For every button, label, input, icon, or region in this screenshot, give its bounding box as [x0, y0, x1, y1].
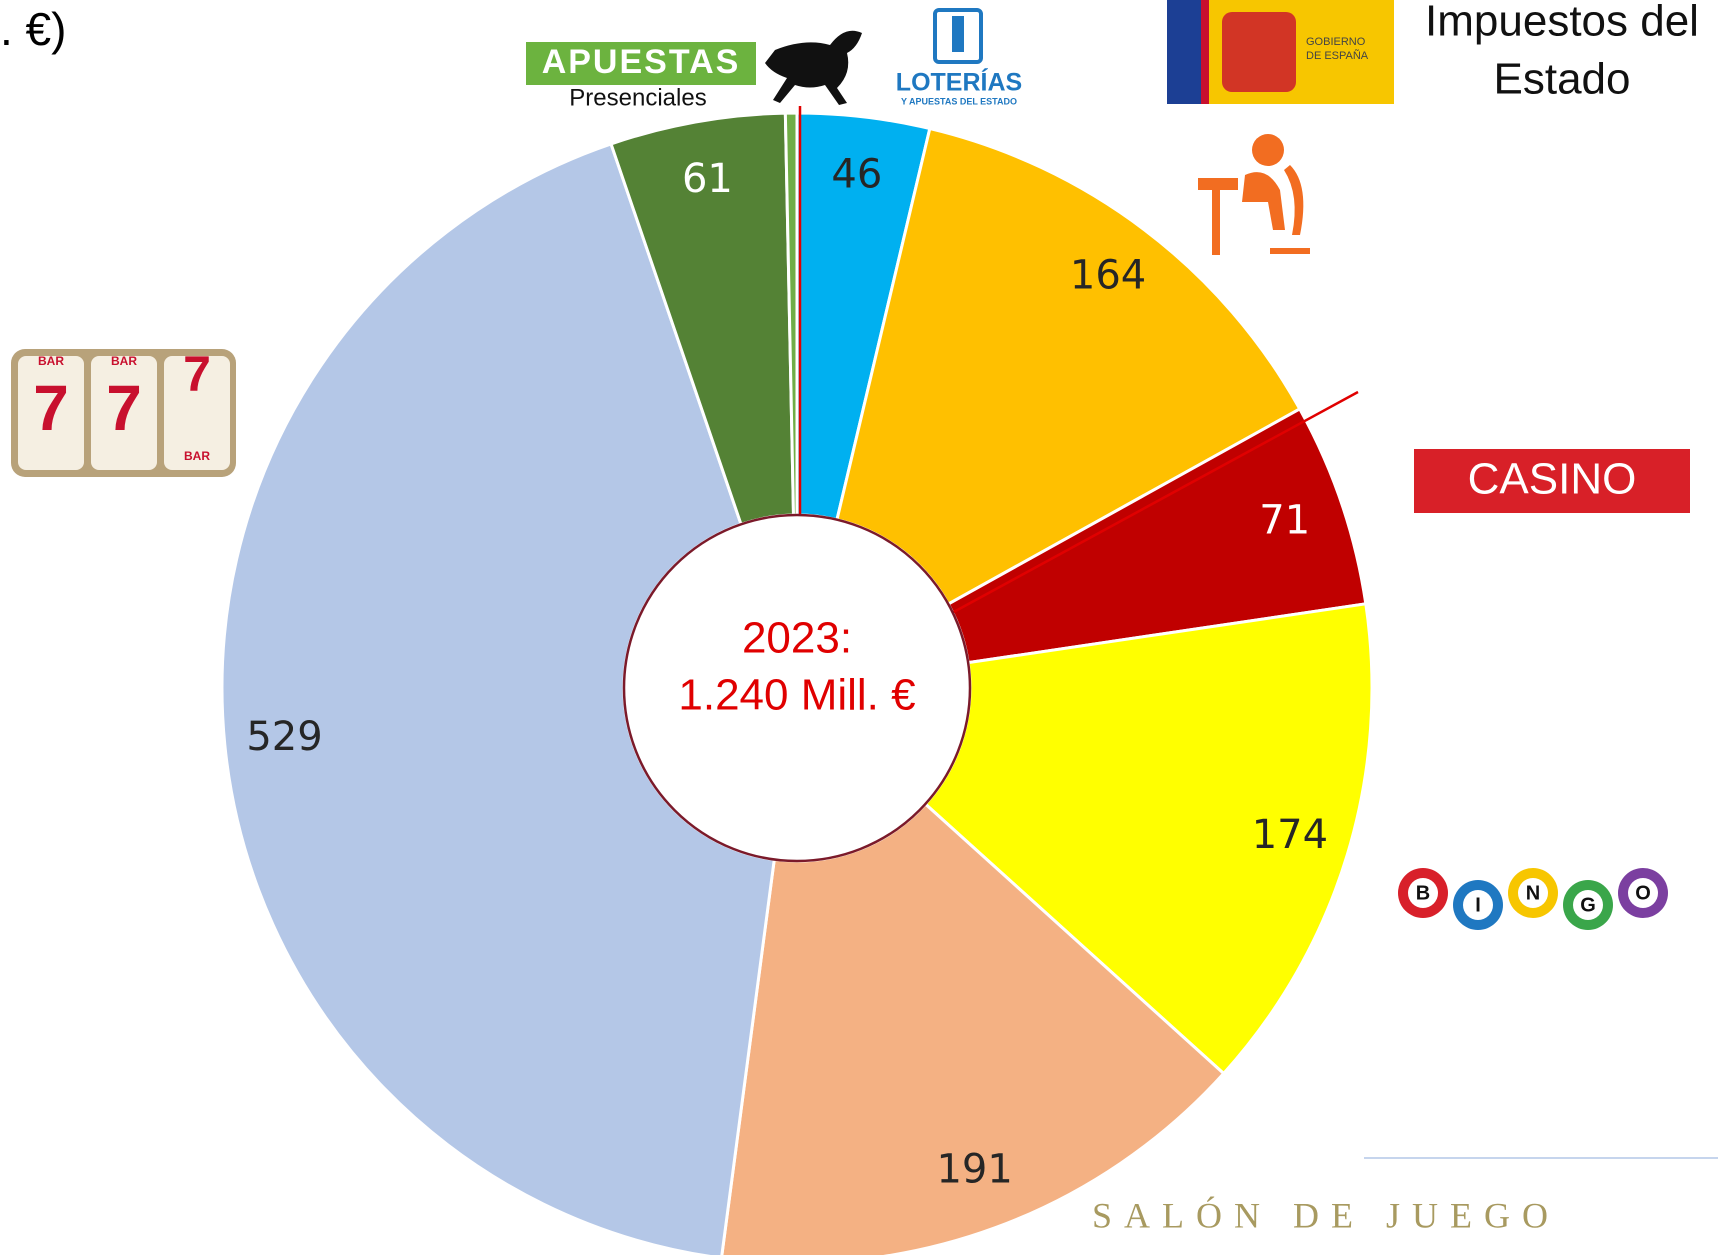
- gobierno-logo: [1167, 0, 1201, 104]
- bingo-ball: [1408, 878, 1438, 908]
- online-icon: [1198, 134, 1310, 255]
- slot-icon: 7 7 7 BAR BAR BAR: [11, 346, 236, 477]
- logo-text: SALÓN DE JUEGO: [1092, 1195, 1560, 1235]
- logo-text: LOTERÍAS: [896, 68, 1022, 97]
- apuestas-logo: [526, 42, 756, 85]
- logo-text: APUESTAS: [542, 43, 741, 81]
- logo-text: BAR: [38, 354, 64, 368]
- logo-text: Impuestos del: [1425, 0, 1699, 46]
- svg-text:7: 7: [106, 372, 142, 444]
- bingo-ball: [1628, 878, 1658, 908]
- horse-icon: [765, 30, 862, 105]
- svg-text:7: 7: [33, 372, 69, 444]
- logo-text: DE ESPAÑA: [1306, 49, 1369, 62]
- logo-text: BAR: [111, 354, 137, 368]
- logo-text: Y APUESTAS DEL ESTADO: [901, 96, 1017, 106]
- logo-text: N: [1526, 882, 1540, 904]
- value-label: 46: [831, 151, 882, 197]
- center-text: 2023:: [742, 614, 852, 663]
- chart-title: . €): [0, 3, 66, 55]
- donut-hole: [622, 513, 972, 863]
- bingo-ball: [1463, 890, 1493, 920]
- logo-text: O: [1635, 882, 1651, 904]
- bingo-ball: [1573, 890, 1603, 920]
- logo-text: GOBIERNO: [1306, 36, 1366, 48]
- svg-text:7: 7: [183, 346, 211, 402]
- value-label: 71: [1259, 498, 1310, 544]
- casino-logo: [1414, 449, 1690, 513]
- value-label: 174: [1252, 812, 1328, 858]
- value-label: 191: [936, 1146, 1012, 1192]
- logo-text: CASINO: [1468, 455, 1637, 504]
- bingo-ball: [1518, 878, 1548, 908]
- logo-text: B: [1416, 882, 1430, 904]
- gobierno-logo: [1222, 12, 1296, 92]
- logo-text: I: [1475, 894, 1481, 916]
- logo-text: G: [1580, 894, 1596, 916]
- logo-text: Estado: [1494, 55, 1631, 104]
- divider-line: [949, 390, 1359, 616]
- center-text: 1.240 Mill. €: [678, 671, 915, 720]
- loterias-icon: [933, 8, 983, 64]
- gobierno-logo: [1201, 0, 1209, 104]
- loterias-icon: [952, 16, 964, 52]
- value-label: 164: [1070, 253, 1146, 299]
- logo-text: Presenciales: [569, 84, 706, 111]
- logo-text: BAR: [184, 449, 210, 463]
- value-label: 61: [682, 156, 733, 202]
- value-label: 529: [246, 714, 322, 760]
